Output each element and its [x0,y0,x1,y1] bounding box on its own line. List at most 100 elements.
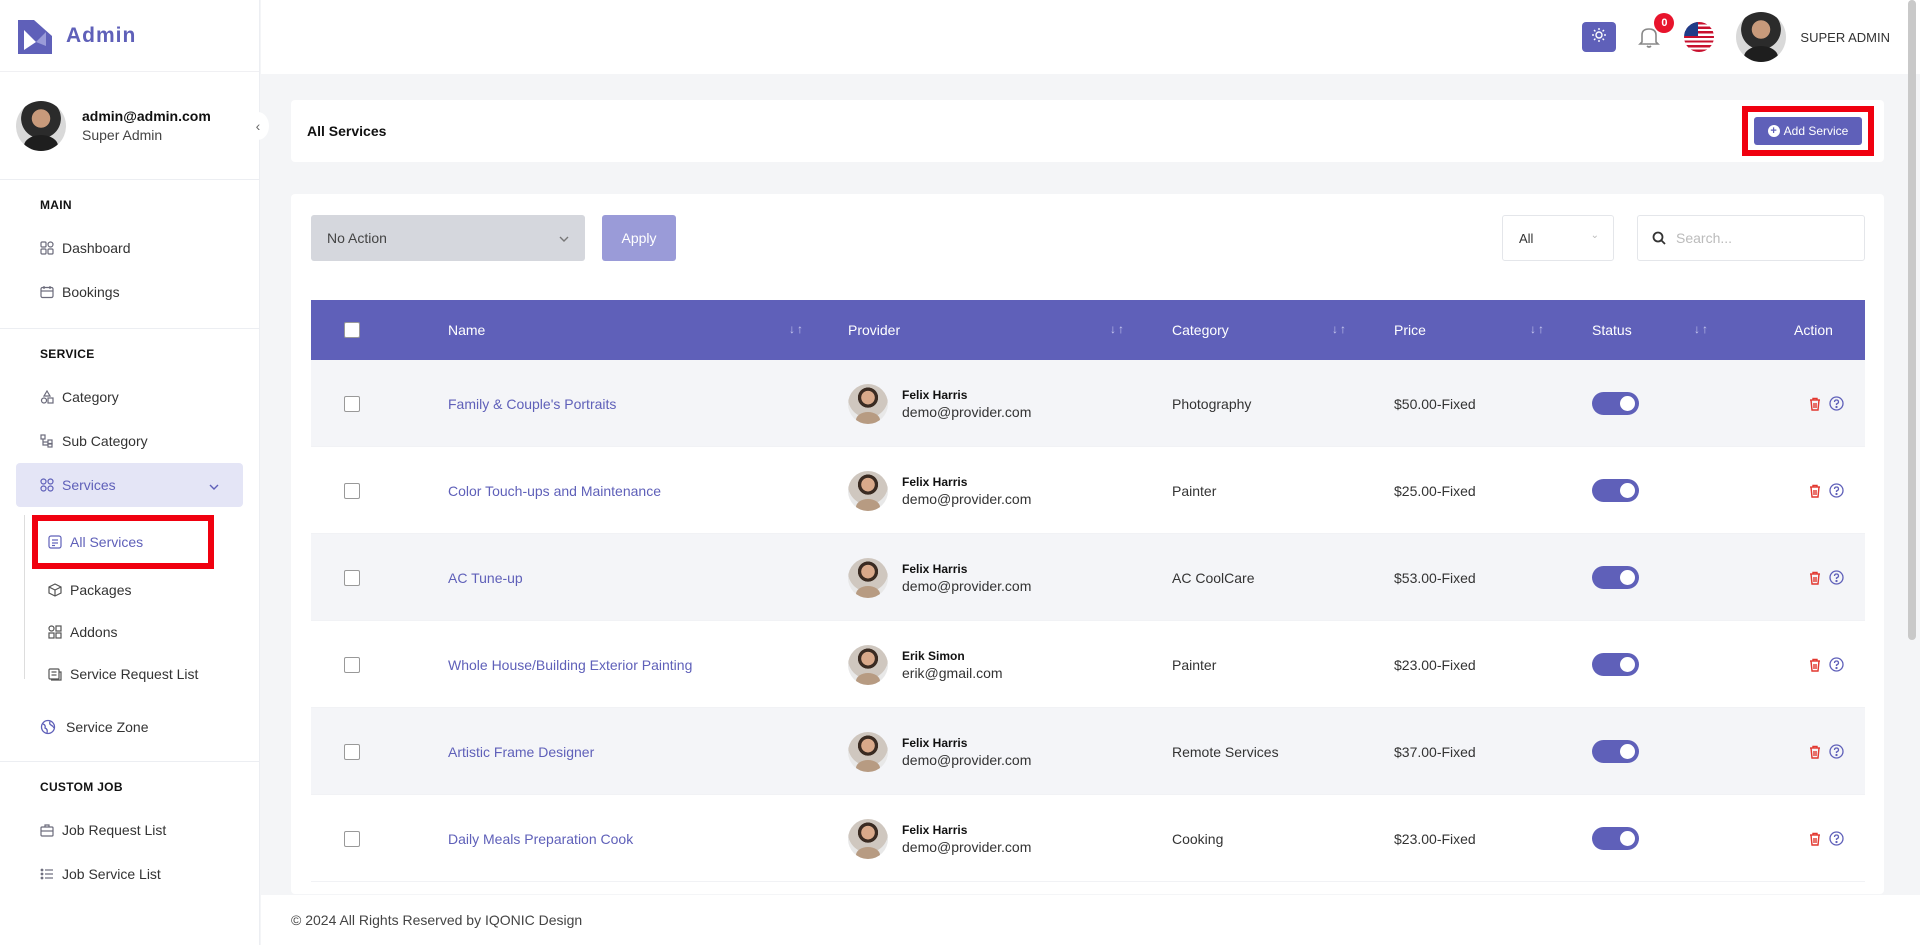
trash-icon[interactable] [1809,484,1821,498]
footer: © 2024 All Rights Reserved by IQONIC Des… [261,895,1920,945]
bulk-action-value: No Action [327,230,387,246]
provider-cell[interactable]: Felix Harris demo@provider.com [848,447,1031,534]
column-name[interactable]: Name [448,322,486,338]
sort-icon[interactable]: ↓↑ [1530,322,1546,336]
help-circle-icon[interactable] [1829,396,1844,411]
provider-avatar [848,557,888,598]
status-toggle[interactable] [1592,479,1639,502]
status-cell [1592,795,1639,882]
provider-email: demo@provider.com [902,577,1032,594]
sidebar-item-job-service-list[interactable]: Job Service List [0,852,259,896]
trash-icon[interactable] [1809,745,1821,759]
sidebar-item-bookings[interactable]: Bookings [0,270,259,314]
provider-cell[interactable]: Felix Harris demo@provider.com [848,795,1031,882]
help-circle-icon[interactable] [1829,657,1844,672]
column-category[interactable]: Category [1172,322,1229,338]
apply-button[interactable]: Apply [602,215,676,261]
provider-cell[interactable]: Erik Simon erik@gmail.com [848,621,1003,708]
sidebar-item-category[interactable]: Category [0,375,259,419]
provider-name: Felix Harris [902,822,968,837]
row-checkbox[interactable] [344,656,360,673]
help-circle-icon[interactable] [1829,483,1844,498]
grid-icon [40,241,54,255]
sidebar-item-service-zone[interactable]: Service Zone [0,701,259,753]
row-checkbox[interactable] [344,482,360,499]
help-circle-icon[interactable] [1829,744,1844,759]
request-icon [48,667,62,681]
trash-icon[interactable] [1809,397,1821,411]
provider-name: Felix Harris [902,474,968,489]
provider-cell[interactable]: Felix Harris demo@provider.com [848,360,1031,447]
search-input[interactable] [1676,230,1846,246]
logo-icon [18,19,52,54]
sort-icon[interactable]: ↓↑ [1332,322,1348,336]
services-table: Name ↓↑ Provider ↓↑ Category ↓↑ Price ↓↑… [311,300,1865,882]
help-circle-icon[interactable] [1829,570,1844,585]
provider-cell[interactable]: Felix Harris demo@provider.com [848,708,1031,795]
theme-toggle-button[interactable] [1582,22,1617,52]
status-cell [1592,621,1639,708]
row-checkbox[interactable] [344,743,360,760]
row-select-cell [344,795,360,882]
submenu-item-all-services[interactable]: All Services [32,515,214,569]
sidebar-item-label: Services [62,477,116,493]
service-name-link[interactable]: Daily Meals Preparation Cook [448,830,634,847]
sort-icon[interactable]: ↓↑ [1110,322,1126,336]
provider-name: Felix Harris [902,561,968,576]
sidebar-item-services[interactable]: Services [16,463,243,507]
table-row: Family & Couple's Portraits Felix Harris d… [311,360,1865,447]
submenu-item-service-request-list[interactable]: Service Request List [24,653,259,695]
brand-name: Admin [66,23,137,47]
service-name-link[interactable]: AC Tune-up [448,569,523,586]
row-checkbox[interactable] [344,395,360,412]
brand[interactable]: Admin [0,0,259,72]
trash-icon[interactable] [1809,658,1821,672]
status-filter-select[interactable]: All ⌄ [1502,215,1614,261]
status-toggle[interactable] [1592,566,1639,589]
chevron-down-icon: ⌄ [1590,230,1599,241]
status-toggle[interactable] [1592,740,1639,763]
provider-name: Felix Harris [902,735,968,750]
avatar[interactable] [16,100,66,151]
service-name-link[interactable]: Artistic Frame Designer [448,743,595,760]
service-name-link[interactable]: Family & Couple's Portraits [448,395,617,412]
sidebar-item-sub-category[interactable]: Sub Category [0,419,259,463]
submenu-item-addons[interactable]: Addons [24,611,259,653]
column-price[interactable]: Price [1394,322,1426,338]
sort-icon[interactable]: ↓↑ [1694,322,1710,336]
submenu-item-packages[interactable]: Packages [24,569,259,611]
bulk-action-select[interactable]: No Action [311,215,585,261]
provider-email: demo@provider.com [902,490,1032,507]
profile-role: Super Admin [82,127,163,143]
help-circle-icon[interactable] [1829,831,1844,846]
column-provider[interactable]: Provider [848,322,901,338]
add-service-button[interactable]: + Add Service [1753,117,1863,145]
header-avatar[interactable] [1736,12,1787,62]
sidebar-collapse-button[interactable]: ‹ [247,112,269,140]
column-status[interactable]: Status [1592,322,1632,338]
table-header: Name ↓↑ Provider ↓↑ Category ↓↑ Price ↓↑… [311,300,1865,360]
row-checkbox[interactable] [344,830,360,847]
sort-icon[interactable]: ↓↑ [789,322,805,336]
page-scrollbar[interactable] [1908,0,1916,640]
provider-avatar [848,818,888,859]
plus-circle-icon: + [1767,125,1780,137]
status-toggle[interactable] [1592,653,1639,676]
header-user-name[interactable]: SUPER ADMIN [1800,29,1890,45]
status-toggle[interactable] [1592,827,1639,850]
provider-cell[interactable]: Felix Harris demo@provider.com [848,534,1031,621]
select-all-checkbox[interactable] [344,322,360,338]
sidebar-item-dashboard[interactable]: Dashboard [0,226,259,270]
price-cell: $23.00-Fixed [1394,830,1476,847]
service-name-link[interactable]: Whole House/Building Exterior Painting [448,656,693,673]
sidebar-item-job-request-list[interactable]: Job Request List [0,808,259,852]
service-name-link[interactable]: Color Touch-ups and Maintenance [448,482,661,499]
trash-icon[interactable] [1809,832,1821,846]
sidebar-item-label: Category [62,389,119,405]
language-flag-icon[interactable] [1684,22,1715,52]
status-toggle[interactable] [1592,392,1639,415]
trash-icon[interactable] [1809,571,1821,585]
notifications-button[interactable]: 0 [1638,13,1675,49]
action-cell [1809,708,1844,795]
row-checkbox[interactable] [344,569,360,586]
